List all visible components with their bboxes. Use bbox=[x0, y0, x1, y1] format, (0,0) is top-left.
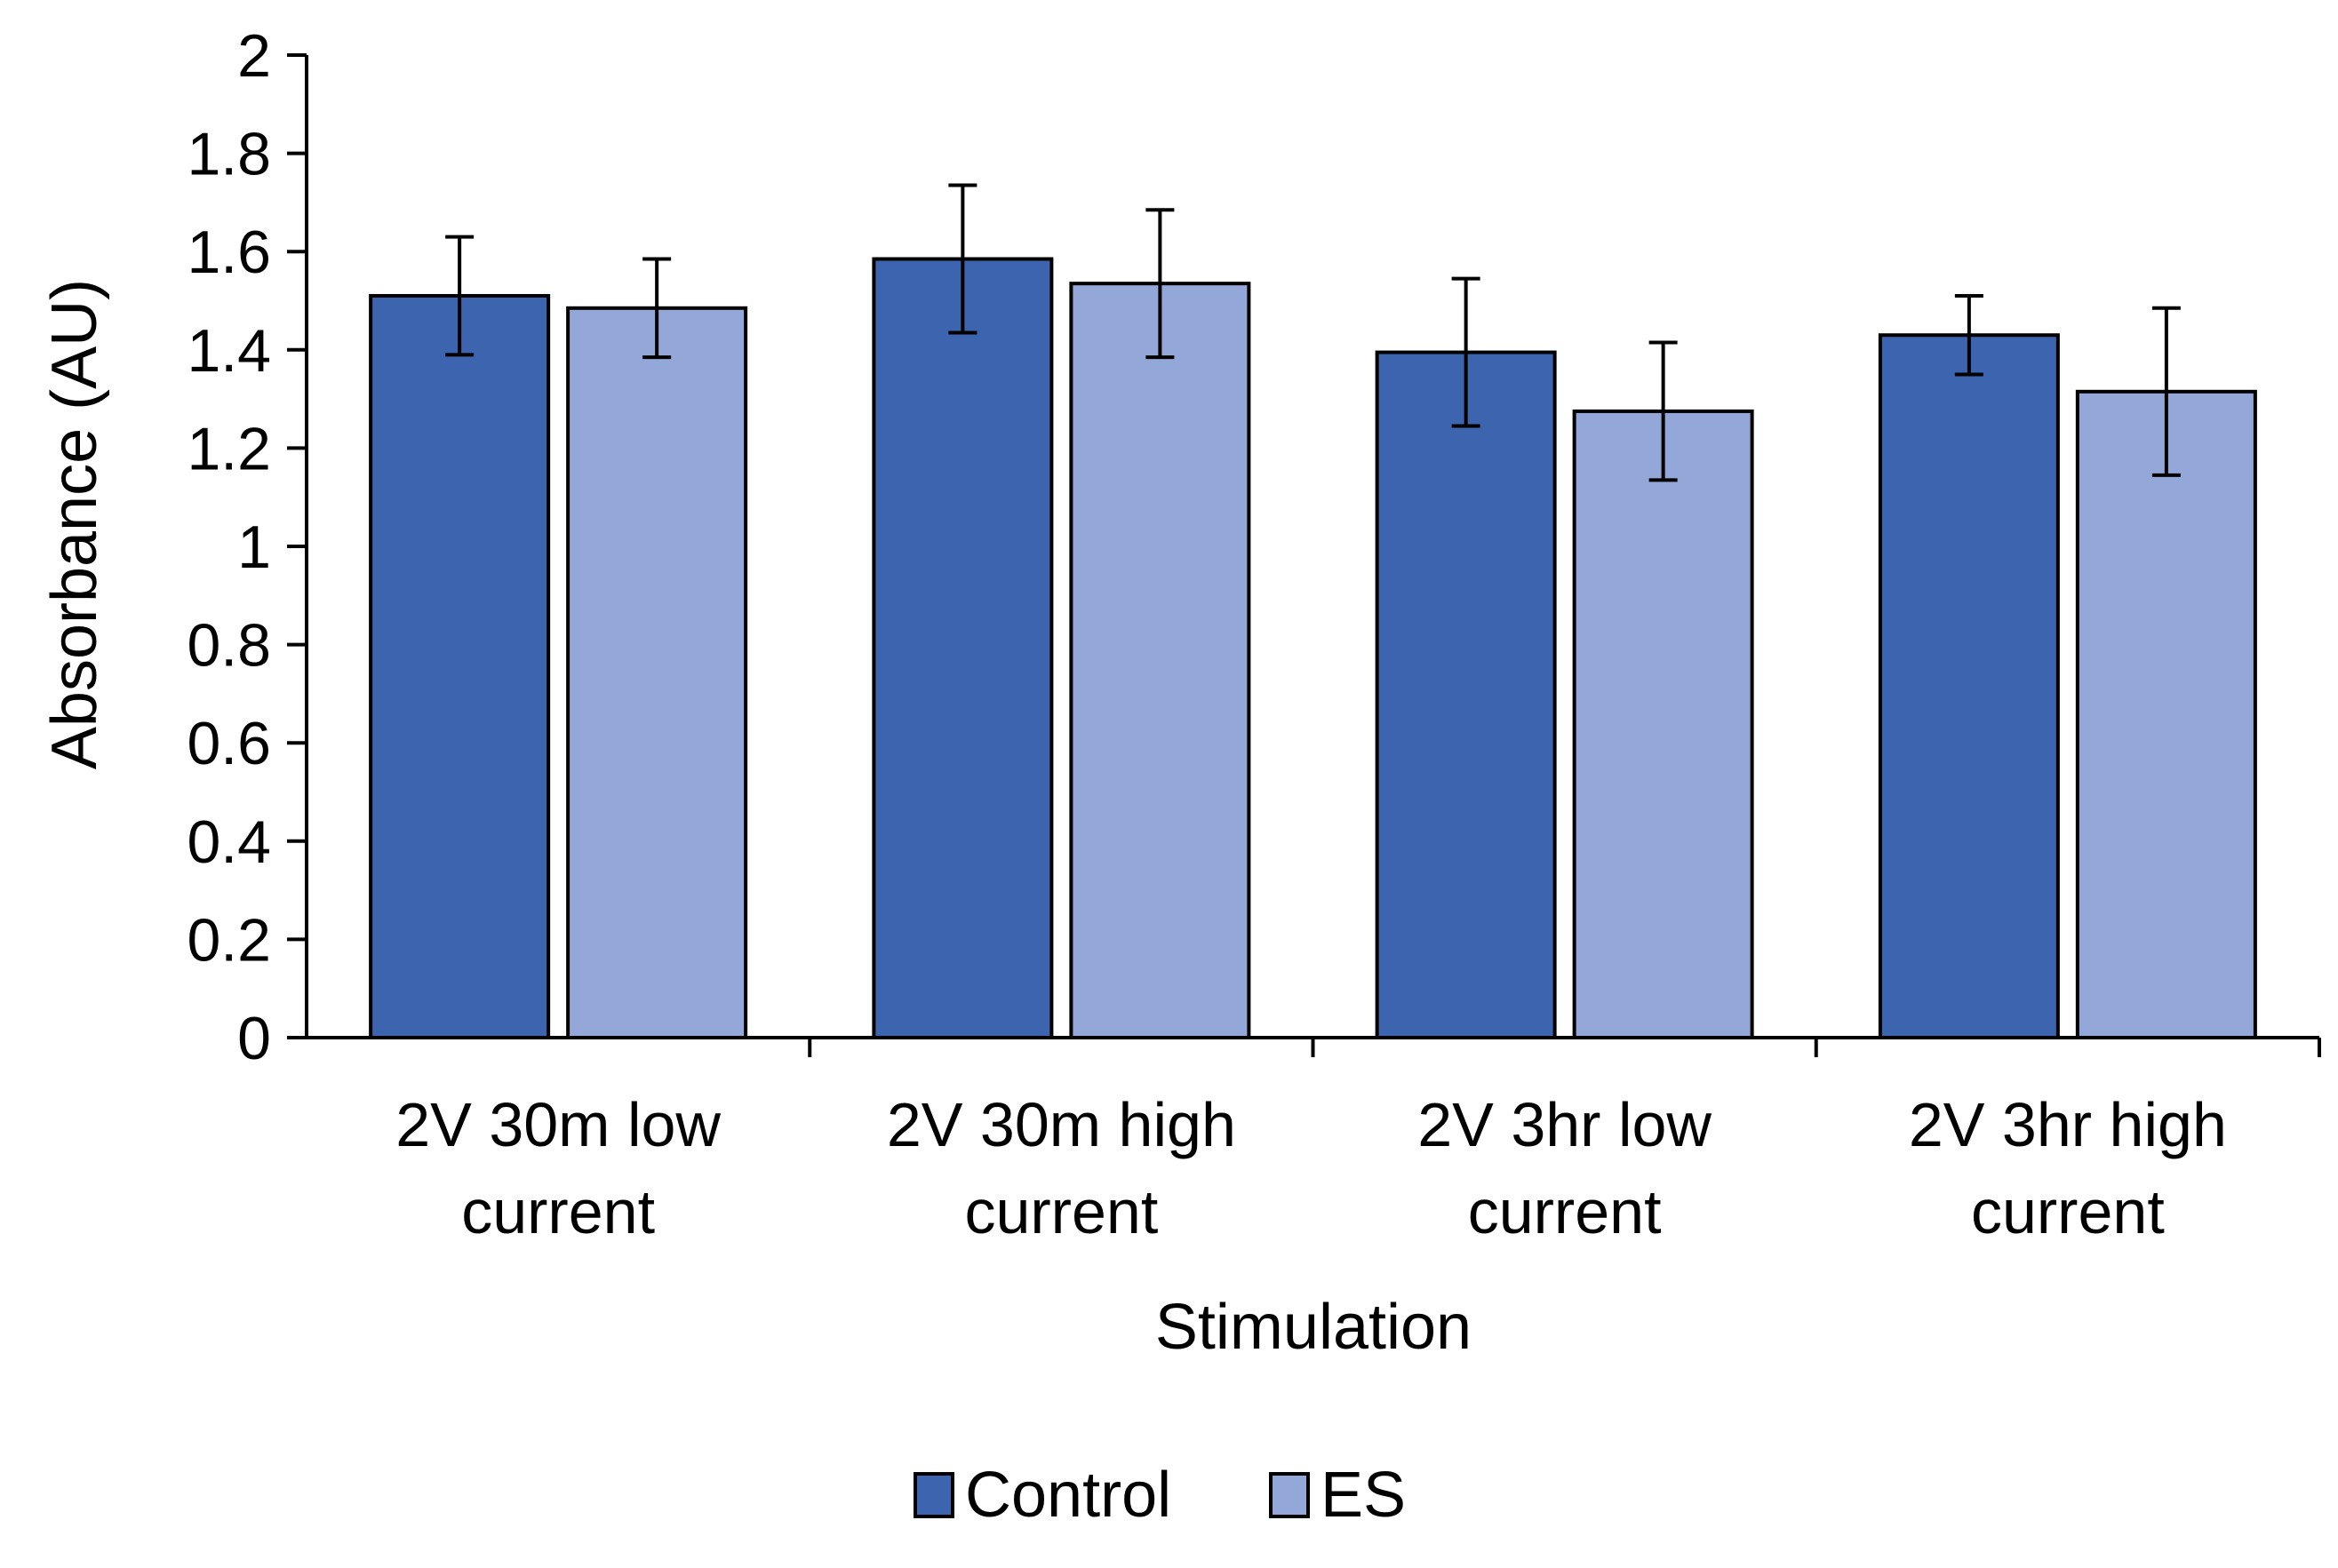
y-tick-label: 0.6 bbox=[187, 710, 271, 777]
y-tick-label: 1.8 bbox=[187, 121, 271, 188]
legend-swatch bbox=[1269, 1472, 1310, 1518]
x-axis-title: Stimulation bbox=[1155, 1292, 1472, 1363]
error-bar-control-1 bbox=[445, 235, 475, 357]
legend: Control ES bbox=[914, 1460, 1406, 1531]
bar-es-2 bbox=[1069, 282, 1251, 1039]
bars bbox=[369, 257, 2257, 1040]
x-category-label: 2V 3hr high current bbox=[1909, 1090, 2227, 1246]
error-bar-control-3 bbox=[1451, 276, 1480, 428]
legend-swatch bbox=[914, 1472, 954, 1518]
legend-item-es: ES bbox=[1269, 1460, 1406, 1531]
legend-label: Control bbox=[965, 1460, 1171, 1531]
tick-labels: 0 0.2 0.4 0.6 0.8 1 1.2 1.4 1.6 1.8 2 2V 30m low cur… bbox=[187, 22, 2226, 1246]
bar-es-4 bbox=[2075, 389, 2257, 1039]
y-axis-title: Absorbance (AU) bbox=[39, 279, 110, 769]
y-tick-label: 0.2 bbox=[187, 906, 271, 974]
bar-es-1 bbox=[566, 306, 748, 1040]
legend-item-control: Control bbox=[914, 1460, 1171, 1531]
error-bar-es-3 bbox=[1648, 340, 1678, 482]
error-bar-control-4 bbox=[1954, 293, 1983, 377]
bar-es-3 bbox=[1572, 409, 1754, 1039]
y-tick-label: 0.4 bbox=[187, 808, 271, 876]
bar-control-2 bbox=[872, 257, 1054, 1039]
y-tick-label: 1 bbox=[237, 513, 271, 581]
y-tick-label: 0.8 bbox=[187, 612, 271, 680]
error-bars bbox=[445, 183, 2181, 482]
error-bar-control-2 bbox=[948, 183, 977, 335]
y-tick-label: 1.2 bbox=[187, 415, 271, 482]
y-tick-label: 2 bbox=[237, 22, 271, 90]
x-category-label: 2V 30m high current bbox=[887, 1090, 1236, 1246]
x-category-label: 2V 30m low current bbox=[395, 1090, 721, 1246]
error-bar-es-4 bbox=[2151, 306, 2181, 477]
bar-control-1 bbox=[369, 293, 551, 1040]
y-tick-label: 1.4 bbox=[187, 317, 271, 385]
legend-label: ES bbox=[1321, 1460, 1406, 1531]
y-tick-label: 0 bbox=[237, 1005, 271, 1072]
error-bar-es-2 bbox=[1145, 208, 1175, 360]
bar-control-3 bbox=[1375, 350, 1557, 1039]
error-bar-es-1 bbox=[642, 257, 672, 360]
bar-control-4 bbox=[1878, 333, 2060, 1039]
x-category-label: 2V 3hr low current bbox=[1417, 1090, 1712, 1246]
y-tick-label: 1.6 bbox=[187, 219, 271, 286]
